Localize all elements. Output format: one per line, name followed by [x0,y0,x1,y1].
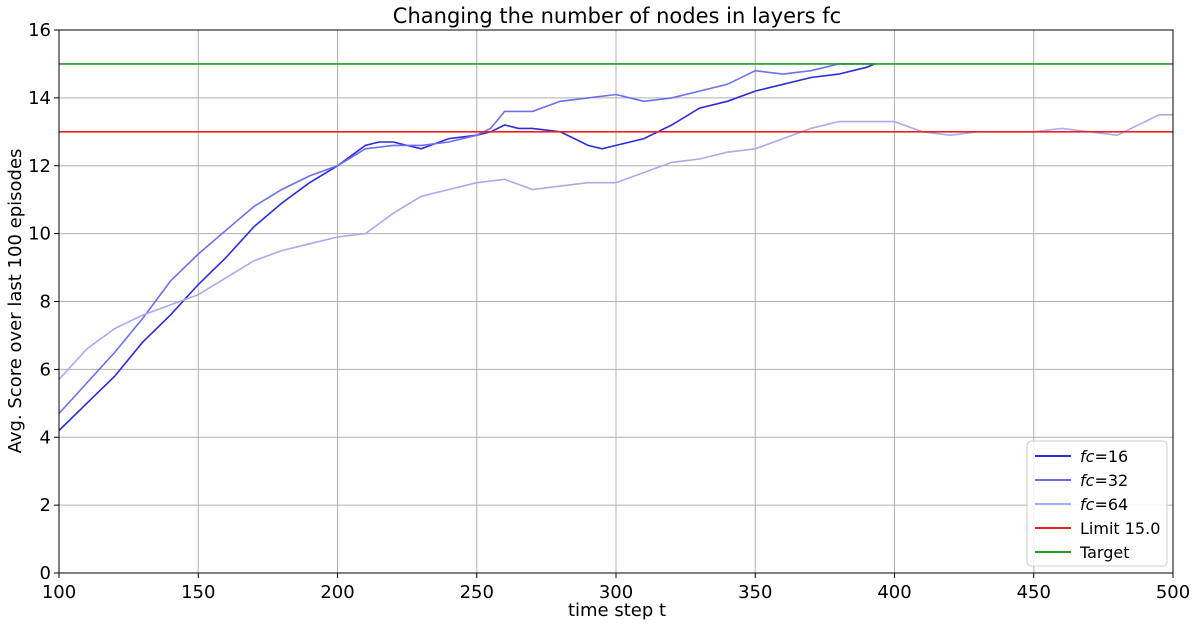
legend-label-value: =32 [1094,471,1128,490]
y-axis-label: Avg. Score over last 100 episodes [5,149,26,454]
y-tick-label: 0 [40,563,51,584]
legend-label-value: =16 [1094,447,1128,466]
x-tick-label: 400 [877,582,911,603]
y-tick-label: 2 [40,495,51,516]
x-tick-label: 450 [1017,582,1051,603]
x-tick-label: 350 [738,582,772,603]
x-tick-label: 150 [181,582,215,603]
chart-title: Changing the number of nodes in layers f… [393,4,841,28]
x-tick-label: 500 [1156,582,1190,603]
legend-label: fc=16 [1080,447,1128,466]
legend-label: fc=64 [1080,495,1128,514]
series-line-1 [58,63,875,415]
y-tick-label: 8 [40,292,51,313]
legend-label: Limit 15.0 [1080,519,1160,538]
y-tick-label: 10 [28,224,51,245]
x-tick-label: 250 [460,582,494,603]
x-tick-label: 100 [42,582,76,603]
legend-label-var: fc [1080,447,1095,466]
y-tick-label: 4 [40,427,51,448]
legend-label-var: fc [1080,471,1095,490]
series-line-0 [58,63,876,432]
x-tick-label: 300 [599,582,633,603]
x-tick-label: 200 [320,582,354,603]
legend-label: Target [1079,543,1130,562]
y-tick-label: 12 [28,156,51,177]
legend-label: fc=32 [1080,471,1128,490]
y-tick-label: 16 [28,20,51,41]
legend-box [1026,440,1168,567]
legend-label-value: =64 [1094,495,1128,514]
y-tick-label: 6 [40,359,51,380]
series-lines [58,63,1173,432]
x-axis-label: time step t [568,600,666,621]
legend-label-var: fc [1080,495,1095,514]
grid-lines [58,29,1174,574]
y-tick-label: 14 [28,88,51,109]
axis-ticks: 100 150 200 250 300 350 400 450 500 0 2 4 6 8 10 12 14 16 [28,20,1190,603]
